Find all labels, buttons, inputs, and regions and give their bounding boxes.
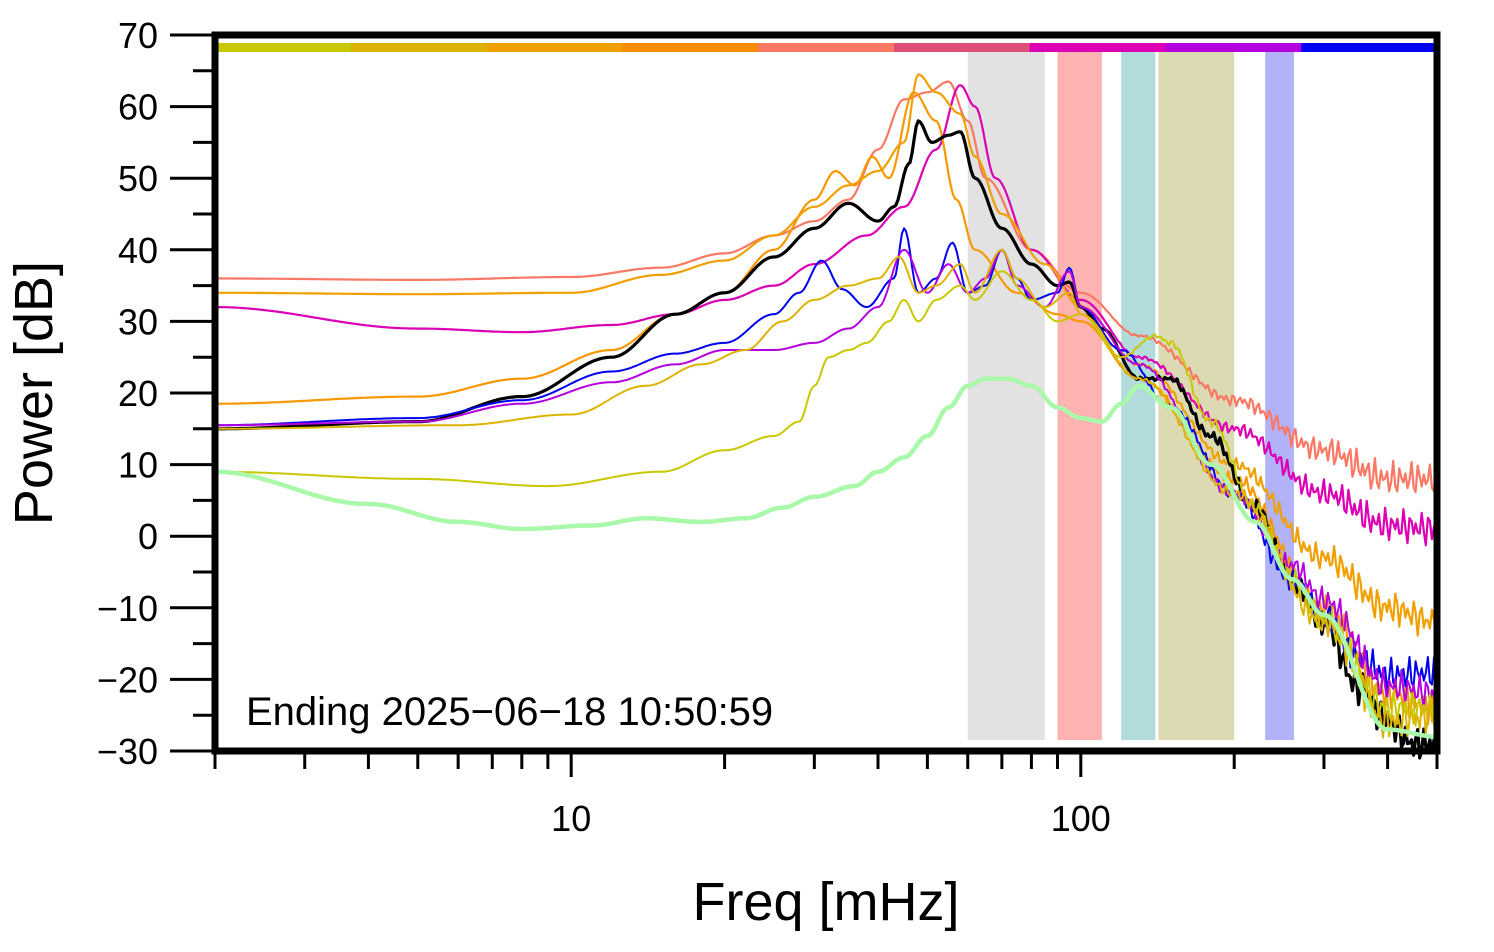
- color-bar-segment-7: [1165, 43, 1302, 52]
- frequency-bands: [967, 52, 1294, 740]
- series-orange-a: [215, 73, 1438, 641]
- y-tick-label: −20: [97, 659, 158, 700]
- y-tick-label: 0: [138, 516, 158, 557]
- band-2: [1121, 52, 1156, 740]
- color-bar-segment-3: [622, 43, 759, 52]
- x-tick-label: 10: [551, 798, 591, 839]
- band-4: [1265, 52, 1294, 740]
- y-tick-label: 70: [118, 15, 158, 56]
- y-tick-label: 50: [118, 158, 158, 199]
- band-1: [1057, 52, 1102, 740]
- band-0: [967, 52, 1045, 740]
- color-bar-segment-1: [350, 43, 488, 52]
- color-bar-segment-2: [486, 43, 623, 52]
- y-axis: 70 60 50 40 30 20 10 0 −10 −20 −30: [97, 15, 215, 772]
- y-tick-label: 20: [118, 373, 158, 414]
- x-axis: 10 100: [213, 751, 1439, 839]
- x-tick-label: 100: [1051, 798, 1111, 839]
- series-yellow: [215, 270, 1437, 728]
- y-tick-label: −10: [97, 588, 158, 629]
- y-tick-label: 30: [118, 301, 158, 342]
- series-coral: [215, 80, 1438, 494]
- y-tick-label: 60: [118, 87, 158, 128]
- plot-frame: [211, 31, 1441, 755]
- y-tick-label: 10: [118, 445, 158, 486]
- color-bar: [215, 43, 1438, 52]
- y-axis-title: Power [dB]: [4, 261, 64, 525]
- ending-timestamp: Ending 2025−06−18 10:50:59: [246, 690, 773, 734]
- series-lines: [214, 73, 1438, 760]
- color-bar-segment-8: [1301, 43, 1438, 52]
- series-orange-b: [215, 91, 1437, 726]
- color-bar-segment-0: [215, 43, 352, 52]
- y-tick-label: 40: [118, 230, 158, 271]
- color-bar-segment-4: [758, 43, 895, 52]
- series-magenta: [215, 84, 1437, 547]
- color-bar-segment-5: [893, 43, 1031, 52]
- color-bar-segment-6: [1029, 43, 1166, 52]
- y-tick-label: −30: [97, 731, 158, 772]
- x-axis-title: Freq [mHz]: [692, 872, 959, 932]
- series-light-green: [214, 376, 1437, 739]
